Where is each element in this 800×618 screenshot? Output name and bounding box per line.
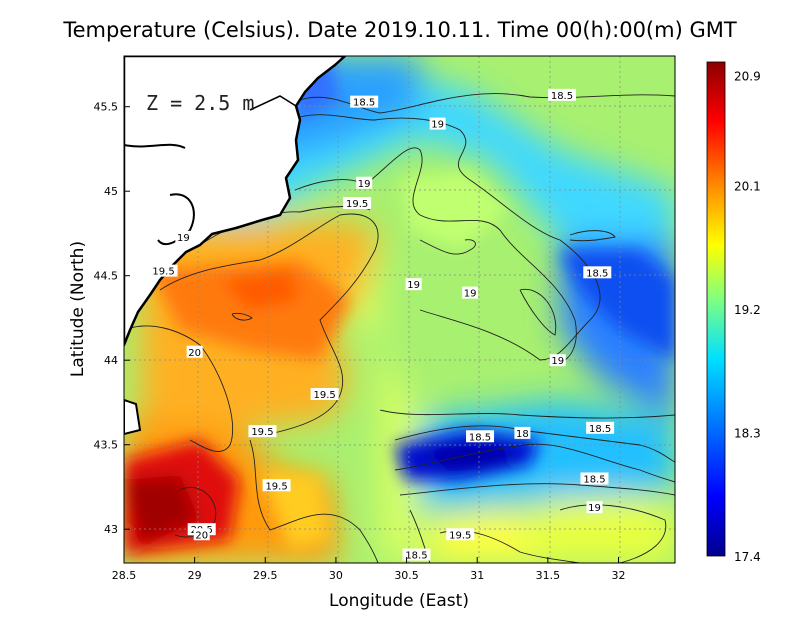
contour-label-box	[586, 501, 603, 514]
contour-label: 19.5	[251, 427, 273, 438]
y-tick-label: 44	[104, 354, 118, 367]
contour-label: 18.5	[469, 432, 491, 443]
y-tick-label: 43	[104, 523, 118, 536]
contour-label-box	[446, 528, 475, 541]
x-axis-label: Longitude (East)	[329, 591, 469, 611]
contour-label-box	[462, 286, 479, 299]
contour-label: 18.5	[353, 98, 375, 109]
coastline-land	[124, 56, 347, 436]
axis-ticks: 28.5 29 29.5 30 30.5 31 31.5 32 43 43.5 44 44.5 45 45…	[94, 101, 626, 582]
colorbar-tick-label: 17.4	[734, 550, 761, 564]
contour-label-box	[248, 425, 277, 438]
contour-label-box	[549, 354, 566, 367]
contour-label: 19	[177, 233, 190, 244]
y-tick-label: 44.5	[94, 270, 119, 283]
contour-label-box	[429, 117, 446, 130]
colorbar-tick-label: 20.1	[734, 180, 761, 194]
y-axis-label: Latitude (North)	[68, 241, 88, 377]
contour-label-box	[514, 426, 531, 439]
colorbar	[706, 61, 726, 557]
contour-label: 18.5	[405, 551, 427, 562]
colorbar-tick-label: 18.3	[734, 427, 761, 441]
contour-label-box	[405, 278, 422, 291]
x-tick-label: 32	[611, 569, 625, 582]
contour-label-box	[343, 197, 372, 210]
contour-label-box	[350, 95, 379, 108]
y-tick-label: 45	[104, 185, 118, 198]
x-tick-label: 29.5	[253, 569, 278, 582]
contour-label: 19	[407, 280, 420, 291]
x-tick-label: 31	[470, 569, 484, 582]
contour-label: 18.5	[583, 475, 605, 486]
contour-label-box	[580, 472, 609, 485]
contour-label-box	[149, 264, 178, 277]
colorbar-ticks: 20.9 20.1 19.2 18.3 17.4	[734, 70, 761, 564]
x-tick-label: 29	[188, 569, 202, 582]
contour-label: 19	[588, 503, 601, 514]
contour-label-box	[310, 388, 339, 400]
contour-label-box	[262, 479, 291, 492]
contour-label-box	[547, 88, 576, 101]
contour-label: 19.5	[265, 481, 287, 492]
contour-label-box	[356, 176, 373, 189]
contour-label: 20	[195, 530, 208, 541]
contour-label: 18	[516, 429, 529, 440]
contour-label: 19	[551, 356, 564, 367]
y-tick-label: 45.5	[94, 101, 119, 114]
plot-frame	[123, 55, 676, 564]
contour-label: 19.5	[449, 530, 471, 541]
contour-label: 19	[358, 179, 371, 190]
contour-label: 19.5	[346, 199, 368, 210]
contour-label-box	[583, 266, 612, 279]
temperature-field	[124, 56, 675, 563]
x-tick-label: 30	[329, 569, 343, 582]
colorbar-tick-label: 20.9	[734, 70, 761, 84]
contour-label: 18.5	[551, 91, 573, 102]
contour-label-box	[175, 230, 192, 243]
contour-label: 19.5	[152, 267, 174, 278]
contour-label: 18.5	[586, 268, 608, 279]
contour-label: 20	[188, 348, 201, 359]
x-tick-label: 30.5	[394, 569, 419, 582]
contour-label: 18.5	[589, 424, 611, 435]
map-title: Temperature (Celsius). Date 2019.10.11. …	[62, 18, 737, 42]
x-tick-label: 28.5	[112, 569, 137, 582]
contour-label-box	[402, 548, 431, 561]
y-tick-label: 43.5	[94, 439, 119, 452]
contour-label: 19.5	[313, 390, 335, 401]
depth-note: Z = 2.5 m	[146, 91, 254, 115]
contour-label-box	[186, 345, 203, 358]
contour-label: 19	[464, 289, 477, 300]
contour-labels: 18.5 19 18.5 19 19.5 19 19.5 19 18.5 19 20 19 19.5 19…	[149, 88, 615, 562]
contour-label-box	[193, 528, 210, 541]
x-tick-label: 31.5	[536, 569, 561, 582]
contour-label: 19	[431, 120, 444, 131]
colorbar-tick-label: 19.2	[734, 303, 761, 317]
contour-label-box	[466, 430, 495, 443]
contour-label-box	[586, 421, 615, 434]
